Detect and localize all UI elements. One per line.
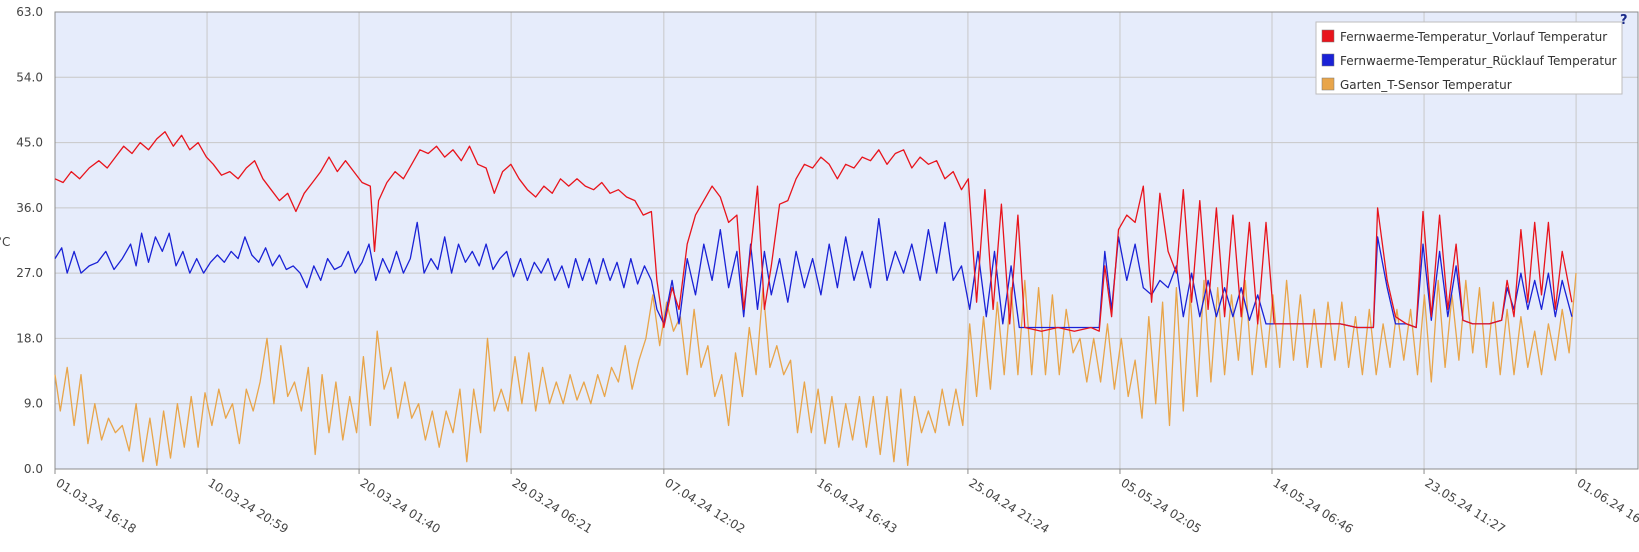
x-tick-label: 10.03.24 20:59 xyxy=(205,476,290,537)
legend-box xyxy=(1315,21,1623,95)
y-tick-label: 63.0 xyxy=(16,5,43,19)
y-tick-label: 18.0 xyxy=(16,331,43,345)
legend[interactable]: Fernwaerme-Temperatur_Vorlauf Temperatur… xyxy=(1315,21,1623,95)
legend-label[interactable]: Garten_T-Sensor Temperatur xyxy=(1340,78,1512,92)
legend-label[interactable]: Fernwaerme-Temperatur_Rücklauf Temperatu… xyxy=(1340,54,1617,68)
x-tick-label: 29.03.24 06:21 xyxy=(510,476,595,537)
legend-label[interactable]: Fernwaerme-Temperatur_Vorlauf Temperatur xyxy=(1340,30,1607,44)
x-tick-label: 01.06.24 16:08 xyxy=(1574,476,1639,537)
series-line xyxy=(54,218,1573,329)
x-tick-label: 14.05.24 06:46 xyxy=(1270,476,1355,537)
y-axis-ticks: 63.0 54.0 45.0 36.0 27.0 18.0 9.0 0.0 xyxy=(16,5,43,476)
x-axis-ticks: 01.03.24 16:18 10.03.24 20:59 20.03.24 01:… xyxy=(53,476,1639,537)
x-tick-label: 05.05.24 02:05 xyxy=(1118,476,1203,537)
x-tick-label: 01.03.24 16:18 xyxy=(53,476,138,537)
x-tick-label: 20.03.24 01:40 xyxy=(357,476,442,537)
y-tick-label: 9.0 xyxy=(24,397,43,411)
plot-border xyxy=(54,11,1639,470)
x-tick-label: 23.05.24 11:27 xyxy=(1422,476,1507,537)
series-line xyxy=(54,131,1573,332)
y-tick-label: 36.0 xyxy=(16,201,43,215)
y-tick-label: 27.0 xyxy=(16,266,43,280)
legend-swatch xyxy=(1321,29,1335,43)
y-axis-label: °C xyxy=(0,235,10,249)
y-tick-label: 54.0 xyxy=(16,70,43,84)
help-button[interactable]: ? xyxy=(1620,13,1628,28)
x-tick-label: 25.04.24 21:24 xyxy=(966,476,1051,537)
x-tick-label: 16.04.24 16:43 xyxy=(814,476,899,537)
x-tick-label: 07.04.24 12:02 xyxy=(662,476,747,537)
y-tick-label: 45.0 xyxy=(16,136,43,150)
legend-swatch xyxy=(1321,77,1335,91)
legend-swatch xyxy=(1321,53,1335,67)
series-line xyxy=(54,273,1577,467)
series-layer xyxy=(54,131,1577,467)
y-tick-label: 0.0 xyxy=(24,462,43,476)
